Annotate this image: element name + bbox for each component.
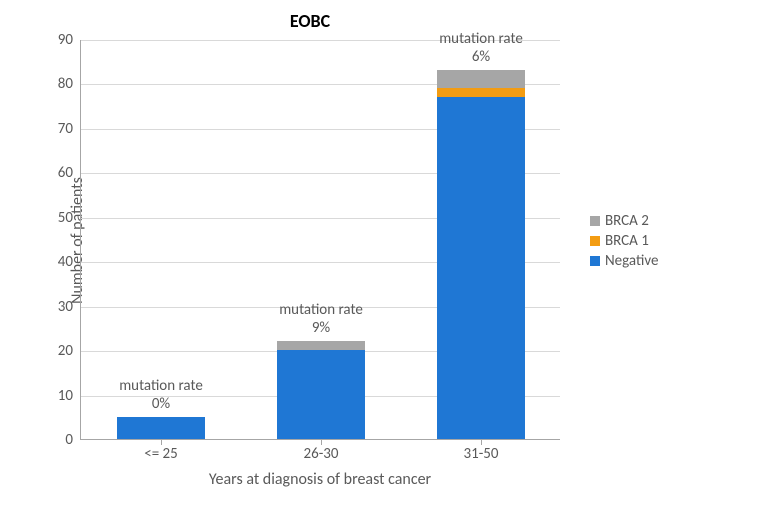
bar-group [117,417,205,439]
legend-label: Negative [605,252,658,270]
chart-title: EOBC [0,10,620,32]
legend-item: Negative [590,252,658,270]
y-tick-label: 20 [58,342,81,360]
x-axis-label: Years at diagnosis of breast cancer [80,470,560,489]
bar-annotation: mutation rate9% [279,301,363,337]
y-tick-label: 10 [58,387,81,405]
annotation-line2: 0% [119,395,203,413]
x-tick-label: 31-50 [463,439,498,463]
annotation-line2: 9% [279,319,363,337]
bar-segment-negative [117,417,205,439]
legend-swatch [590,256,600,266]
bar-segment-negative [277,350,365,439]
bar-annotation: mutation rate0% [119,377,203,413]
y-tick-label: 0 [65,431,81,449]
legend: BRCA 2 BRCA 1 Negative [590,210,658,272]
bar-segment-brca-2 [437,70,525,88]
y-tick-label: 90 [58,31,81,49]
bar-segment-brca-2 [277,341,365,350]
y-tick-label: 60 [58,164,81,182]
x-tick-label: 26-30 [303,439,338,463]
plot-area: 0102030405060708090<= 25mutation rate0%2… [80,40,560,440]
legend-swatch [590,216,600,226]
legend-label: BRCA 1 [605,232,649,250]
y-tick-label: 80 [58,75,81,93]
bar-segment-negative [437,97,525,439]
annotation-line1: mutation rate [279,301,363,319]
y-tick-label: 30 [58,298,81,316]
chart-container: EOBC Number of patients 0102030405060708… [0,0,759,520]
annotation-line1: mutation rate [439,30,523,48]
bar-annotation: mutation rate6% [439,30,523,66]
legend-label: BRCA 2 [605,212,649,230]
legend-item: BRCA 2 [590,212,658,230]
annotation-line1: mutation rate [119,377,203,395]
bar-group [437,70,525,439]
annotation-line2: 6% [439,48,523,66]
legend-item: BRCA 1 [590,232,658,250]
y-tick-label: 50 [58,209,81,227]
bar-group [277,341,365,439]
legend-swatch [590,236,600,246]
y-tick-label: 70 [58,120,81,138]
y-tick-label: 40 [58,253,81,271]
bar-segment-brca-1 [437,88,525,97]
x-tick-label: <= 25 [144,439,178,463]
